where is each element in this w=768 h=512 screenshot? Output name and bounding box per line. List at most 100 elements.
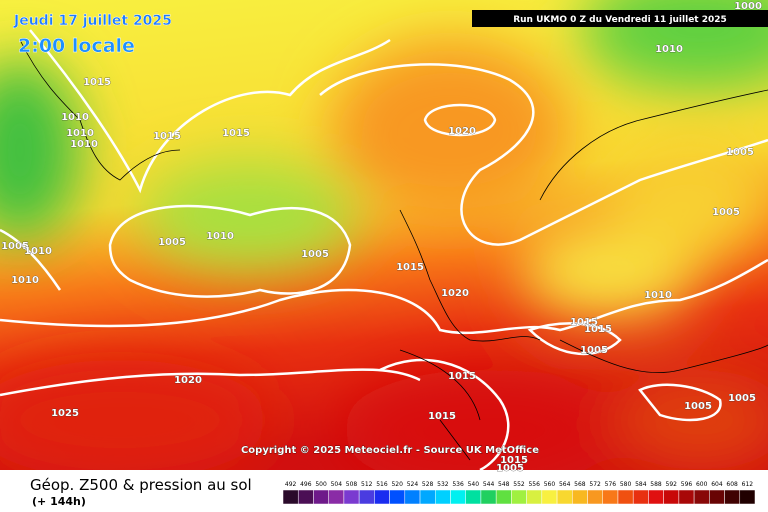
run-banner: [472, 10, 768, 27]
isobar-label: 1010: [66, 128, 94, 139]
isobar-label: 1010: [11, 275, 39, 286]
product-title: Géop. Z500 & pression au sol: [30, 476, 252, 494]
isobar-label: 1005: [712, 207, 740, 218]
scale-label: 568: [574, 481, 586, 488]
scale-label: 596: [681, 481, 693, 488]
scale-label: 508: [346, 481, 358, 488]
isobar-label: 1020: [441, 288, 469, 299]
isobar-label: 1005: [684, 401, 712, 412]
scale-label: 564: [559, 481, 571, 488]
scale-swatch: [435, 489, 451, 505]
isobar-label: 1020: [448, 126, 476, 137]
isobar-label: 1010: [655, 44, 683, 55]
scale-swatch: [389, 489, 406, 505]
scale-label: 584: [635, 481, 647, 488]
isobar-label: 1010: [24, 246, 52, 257]
scale-swatch: [724, 489, 741, 505]
scale-label: 544: [483, 481, 495, 488]
isobar-label: 1005: [158, 237, 186, 248]
scale-swatch: [617, 489, 634, 505]
scale-swatch: [678, 489, 695, 505]
color-scale: 492 496 500 504 508 512 516 520 524 528 532 536 540 5…: [282, 481, 756, 505]
scale-label: 560: [544, 481, 556, 488]
isobar-label: 1005: [496, 463, 524, 474]
scale-label: 588: [650, 481, 662, 488]
isobar-label: 1000: [734, 1, 762, 12]
isobar-label: 1005: [728, 393, 756, 404]
scale-swatch: [572, 489, 588, 505]
isobar-label: 1005: [301, 249, 329, 260]
isobar-label: 1015: [448, 371, 476, 382]
scale-label: 536: [452, 481, 464, 488]
scale-swatch: [587, 489, 603, 505]
scale-swatch: [419, 489, 436, 505]
scale-label: 540: [468, 481, 480, 488]
isobar-label: 1020: [174, 375, 202, 386]
scale-label: 500: [315, 481, 327, 488]
scale-label: 592: [666, 481, 678, 488]
lead-time: (+ 144h): [32, 495, 86, 508]
forecast-time: 2:00 locale: [18, 35, 135, 57]
scale-swatch: [648, 489, 664, 505]
scale-label: 580: [620, 481, 632, 488]
isobar-label: 1010: [70, 139, 98, 150]
scale-swatch: [495, 489, 512, 505]
scale-label: 604: [711, 481, 723, 488]
map-field: [0, 0, 768, 470]
isobar-label: 1015: [428, 411, 456, 422]
scale-swatch: [541, 489, 558, 505]
scale-swatch: [663, 489, 680, 505]
scale-label: 516: [376, 481, 388, 488]
scale-swatch: [450, 489, 466, 505]
scale-label: 556: [528, 481, 540, 488]
isobar-label: 1015: [83, 77, 111, 88]
scale-swatch: [282, 489, 299, 505]
scale-label: 504: [331, 481, 343, 488]
isobar-label: 1005: [726, 147, 754, 158]
scale-swatch: [343, 489, 360, 505]
scale-label: 524: [407, 481, 419, 488]
scale-swatch: [511, 489, 527, 505]
forecast-date: Jeudi 17 juillet 2025: [13, 13, 172, 29]
isobar-label: 1015: [222, 128, 250, 139]
coastlines: [19, 39, 768, 461]
copyright: Copyright © 2025 Meteociel.fr - Source U…: [241, 445, 539, 456]
isobar-label: 1005: [580, 345, 608, 356]
isobar-label: 1010: [206, 231, 234, 242]
isobar-label: 1010: [644, 290, 672, 301]
scale-swatch: [709, 489, 725, 505]
scale-label: 520: [391, 481, 403, 488]
scale-swatch: [526, 489, 543, 505]
scale-swatch: [358, 489, 375, 505]
scale-swatch: [328, 489, 345, 505]
scale-label: 552: [513, 481, 525, 488]
scale-swatch: [556, 489, 573, 505]
scale-label: 608: [726, 481, 738, 488]
scale-swatch: [374, 489, 390, 505]
scale-swatch: [632, 489, 649, 505]
scale-label: 572: [589, 481, 601, 488]
scale-label: 612: [742, 481, 754, 488]
isobar-label: 1015: [153, 131, 181, 142]
scale-swatch: [465, 489, 482, 505]
scale-label: 600: [696, 481, 708, 488]
isobar-label: 1015: [584, 324, 612, 335]
isobar-label: 1010: [61, 112, 89, 123]
scale-label: 576: [605, 481, 617, 488]
scale-swatch: [693, 489, 710, 505]
scale-label: 548: [498, 481, 510, 488]
run-info: Run UKMO 0 Z du Vendredi 11 juillet 2025: [513, 15, 727, 25]
isobar-label: 1005: [1, 241, 29, 252]
isobar-label: 1015: [570, 317, 598, 328]
isobar-label: 1015: [500, 455, 528, 466]
scale-swatch: [739, 489, 756, 505]
scale-label: 532: [437, 481, 449, 488]
scale-label: 496: [300, 481, 312, 488]
scale-label: 492: [285, 481, 297, 488]
isobar-label: 1025: [51, 408, 79, 419]
scale-swatch: [480, 489, 497, 505]
scale-swatch: [297, 489, 314, 505]
scale-swatch: [602, 489, 619, 505]
scale-label: 528: [422, 481, 434, 488]
